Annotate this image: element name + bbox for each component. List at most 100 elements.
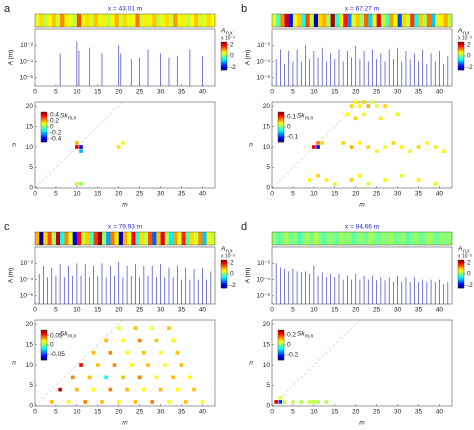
strip-cell [435,232,440,245]
colorbar-cell [41,356,47,358]
point [383,104,387,108]
strip-cell [389,14,394,27]
strip-cell [351,14,356,27]
strip-cell [322,232,327,245]
point [158,350,163,355]
colorbar-cell [278,338,284,341]
colorbar-cell [221,57,227,59]
colorbar-cell [278,355,284,357]
strip-cell [297,14,302,27]
colorbar-cell [458,44,464,46]
y-tick-label: 20 [26,321,34,328]
colorbar-cell [41,124,47,127]
strip-cell [55,232,61,245]
colorbar-cell [221,56,227,58]
point [167,326,171,330]
colorbar-cell [41,113,47,115]
point [75,182,79,186]
strip-frame [34,13,216,28]
strip-cell [156,14,161,27]
colorbar-cell [278,332,284,335]
strip-cell [152,232,157,245]
strip-cell [393,232,398,245]
colorbar-cell [278,353,284,356]
strip-cell [148,14,153,27]
point [379,116,383,121]
panel-label: a [4,3,11,15]
colorbar-cell [278,140,284,143]
point [79,363,83,367]
colorbar-cell [41,134,47,137]
strip-cell [164,14,170,27]
strip-cell [210,232,216,245]
colorbar-cell [458,265,464,268]
strip-cell [110,232,115,245]
colorbar-tick-label: -2 [467,64,473,71]
strip-cell [439,14,444,27]
colorbar-cell [41,139,47,142]
y-tick-label: 0 [29,403,33,410]
x-tick-label: 10 [73,89,81,96]
point [370,100,375,104]
panel-title: x = 43.01 m [108,6,142,13]
colorbar-label-sub: m,n [68,115,77,121]
point [75,387,79,392]
x-tick-label: 20 [115,307,123,314]
point [399,173,404,178]
strip-cell [380,232,386,245]
colorbar-cell [458,65,464,67]
point [345,112,350,117]
x-tick-label: 35 [415,409,423,416]
colorbar-cell [278,341,284,343]
strip-cell [152,14,157,27]
y-tick-label: 15 [263,341,271,348]
strip-cell [288,232,294,245]
y-tick-label: 0 [266,403,270,410]
x-tick-label: 15 [331,409,339,416]
strip-cell [309,14,315,27]
y-tick-label: 10⁻⁶ [257,293,271,300]
point [75,145,79,149]
colorbar-cell [458,61,464,64]
x-tick-label: 20 [352,89,360,96]
strip-cell [410,14,415,27]
strip-cell [292,232,298,245]
colorbar-cell [278,133,284,135]
colorbar-cell [278,330,284,332]
strip-cell [85,14,90,27]
strip-cell [410,232,415,245]
colorbar-cell [278,331,284,333]
colorbar-cell [221,53,227,56]
colorbar-label-sub: n,x [463,30,470,36]
colorbar-cell [221,64,227,66]
point [154,375,159,380]
colorbar-cell [278,333,284,336]
colorbar-cell [41,350,47,352]
strip-cell [355,14,361,27]
point [49,400,54,404]
x-tick-label: 40 [436,191,444,198]
colorbar-cell [458,53,464,56]
x-tick-label: 15 [94,409,102,416]
colorbar-cell [221,44,227,46]
x-tick-label: 25 [373,307,381,314]
colorbar-cell [278,337,284,340]
strip-cell [318,14,323,27]
x-tick-label: 25 [373,89,381,96]
point [316,400,320,404]
x-tick-label: 35 [178,409,186,416]
strip-cell [131,14,136,27]
colorbar-cell [221,51,227,53]
point [399,145,404,149]
colorbar-cell [41,353,47,356]
colorbar-cell [221,46,227,49]
point [142,387,146,392]
point [416,178,421,182]
point [307,400,312,404]
colorbar-cell [41,112,47,114]
colorbar-cell [41,337,47,340]
x-tick-label: 40 [199,307,207,314]
point [192,387,196,392]
strip-cell [443,14,449,27]
colorbar-tick-label: -0.4 [50,136,62,143]
